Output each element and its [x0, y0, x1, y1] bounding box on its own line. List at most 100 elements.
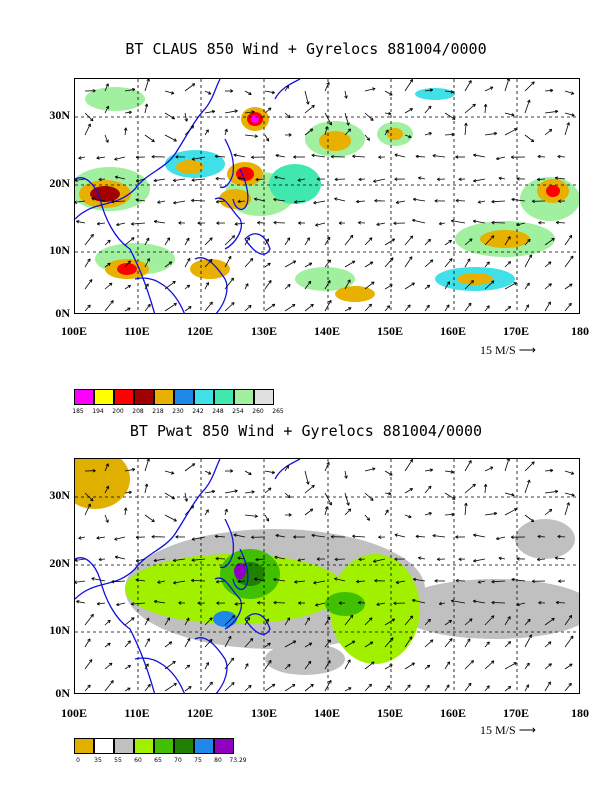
wind-vector-head [477, 202, 482, 204]
wind-vector-head [373, 181, 377, 183]
wind-vector-head [432, 534, 436, 536]
wind-vector-head [346, 122, 349, 126]
wind-vector-head [173, 582, 177, 585]
wind-vector [344, 492, 350, 506]
wind-vector-head [571, 471, 575, 475]
wind-vector [404, 459, 413, 472]
wind-vector-head [356, 581, 360, 584]
wind-vector-head [352, 154, 356, 157]
top-lon-label: 180 [571, 324, 589, 338]
wind-vector [324, 300, 332, 312]
wind-vector-head [297, 180, 301, 182]
wind-vector-head [288, 513, 292, 516]
wind-vector-head [151, 535, 155, 538]
wind-vector [315, 222, 326, 226]
wind-vector [304, 90, 309, 105]
wind-vector-head [92, 90, 96, 93]
wind-vector [464, 280, 474, 290]
wind-vector-head [123, 127, 127, 131]
wind-vector-head [477, 580, 481, 583]
wind-vector-head [288, 114, 291, 118]
wind-vector-head [516, 558, 520, 561]
wind-vector-head [233, 153, 237, 156]
wind-vector-head [173, 200, 176, 204]
wind-vector-head [467, 638, 471, 641]
wind-vector [544, 508, 553, 516]
wind-vector [344, 260, 356, 268]
wind-vector [154, 600, 166, 604]
wind-vector-head [468, 302, 472, 305]
wind-vector-head [311, 154, 315, 158]
wind-vector-head [407, 304, 411, 307]
wind-vector-head [465, 122, 468, 126]
wind-vector-head [491, 579, 495, 583]
wind-vector-head [570, 93, 574, 95]
wind-vector-head [392, 238, 396, 242]
wind-vector-head [472, 483, 476, 486]
wind-vector-head [237, 557, 241, 560]
wind-vector-head [230, 657, 234, 660]
wind-vector-head [492, 615, 495, 619]
wind-vector-head [110, 680, 114, 683]
wind-vector-head [191, 537, 195, 540]
wind-vector [412, 219, 426, 224]
wind-vector [304, 484, 315, 494]
wind-vector [191, 558, 206, 561]
wind-vector-head [192, 125, 195, 129]
top-reference-vector: 15 M/S ⟶ [480, 343, 536, 358]
wind-vector-head [436, 557, 441, 560]
wind-vector [504, 112, 515, 116]
colorbar-tick-label: 70 [174, 757, 182, 764]
wind-vector [516, 222, 526, 226]
wind-vector-head [131, 237, 135, 239]
wind-vector [124, 307, 131, 312]
wind-vector [496, 536, 506, 540]
wind-vector [215, 558, 226, 560]
wind-vector-head [151, 156, 155, 159]
wind-vector-head [110, 662, 113, 667]
wind-vector [284, 260, 296, 268]
wind-vector-head [371, 117, 374, 121]
wind-vector [136, 558, 146, 562]
wind-vector-head [490, 235, 495, 237]
wind-vector-head [547, 681, 551, 684]
wind-vector [384, 637, 394, 648]
wind-vector-head [145, 663, 149, 666]
colorbar-tick-label: 248 [212, 408, 224, 415]
wind-vector-head [334, 578, 337, 581]
wind-vector-head [395, 202, 400, 204]
wind-vector-head [115, 175, 119, 178]
wind-vector-head [485, 104, 488, 108]
wind-vector-head [209, 237, 213, 239]
wind-vector [97, 602, 106, 605]
wind-vector [384, 685, 391, 692]
wind-vector-head [378, 536, 382, 539]
wind-vector [334, 178, 346, 180]
wind-vector-head [148, 459, 150, 462]
wind-vector [424, 304, 430, 312]
wind-vector-head [488, 305, 490, 309]
top-panel-title: BT CLAUS 850 Wind + Gyrelocs 881004/0000 [125, 40, 487, 58]
wind-vector [544, 89, 553, 92]
wind-vector-head [254, 516, 258, 518]
wind-vector [144, 134, 155, 143]
wind-vector-head [390, 92, 393, 96]
wind-vector-head [531, 199, 535, 202]
wind-vector [444, 304, 450, 312]
wind-vector-head [306, 101, 309, 105]
wind-vector [324, 112, 332, 126]
wind-vector [273, 198, 286, 202]
wind-vector [324, 126, 328, 136]
wind-vector-head [388, 685, 391, 689]
wind-vector-head [390, 284, 393, 288]
wind-vector-head [548, 128, 552, 131]
wind-vector-head [527, 479, 530, 483]
wind-vector-head [509, 306, 512, 310]
wind-vector-head [152, 518, 155, 522]
wind-vector-head [268, 280, 272, 283]
wind-vector-head [473, 558, 476, 562]
wind-vector [464, 638, 471, 648]
wind-vector-head [348, 122, 350, 126]
wind-vector-head [494, 132, 498, 136]
colorbar-tick-label: 230 [172, 408, 184, 415]
